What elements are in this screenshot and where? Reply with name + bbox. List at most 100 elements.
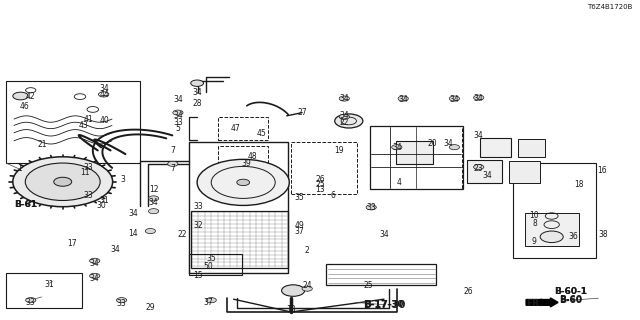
- Text: 25: 25: [315, 180, 325, 189]
- Text: 34: 34: [474, 94, 484, 103]
- Text: 7: 7: [170, 164, 175, 172]
- Bar: [467, 160, 502, 183]
- Text: B-60-1: B-60-1: [554, 287, 588, 296]
- Circle shape: [54, 177, 72, 186]
- Text: 9: 9: [532, 237, 537, 246]
- Text: FR.: FR.: [526, 299, 543, 308]
- Circle shape: [148, 196, 159, 201]
- Text: 5: 5: [175, 124, 180, 132]
- Circle shape: [339, 96, 349, 101]
- Text: 26: 26: [463, 287, 474, 296]
- Text: 37: 37: [294, 227, 305, 236]
- Text: 34: 34: [379, 230, 389, 239]
- Text: 18: 18: [575, 180, 584, 188]
- Text: 34: 34: [339, 111, 349, 120]
- Bar: [6, 81, 140, 163]
- Circle shape: [282, 285, 305, 296]
- Text: 34: 34: [110, 245, 120, 254]
- Text: 12: 12: [149, 185, 158, 194]
- Bar: [509, 161, 540, 183]
- Text: 30: 30: [96, 201, 106, 210]
- Circle shape: [335, 114, 363, 128]
- Circle shape: [339, 114, 349, 119]
- Text: B-60: B-60: [559, 296, 582, 305]
- Text: 34: 34: [392, 143, 402, 152]
- Text: 13: 13: [286, 305, 296, 314]
- Circle shape: [145, 228, 156, 234]
- Text: 34: 34: [192, 88, 202, 97]
- Text: 34: 34: [90, 260, 100, 268]
- Text: 14: 14: [128, 229, 138, 238]
- Text: 37: 37: [204, 298, 214, 307]
- Circle shape: [206, 298, 216, 303]
- Circle shape: [191, 80, 204, 86]
- Bar: [218, 146, 268, 170]
- Circle shape: [90, 258, 100, 263]
- Text: 8: 8: [532, 219, 537, 228]
- Bar: [513, 163, 596, 258]
- Text: 34: 34: [99, 84, 109, 93]
- Text: 46: 46: [19, 102, 29, 111]
- Text: 45: 45: [256, 129, 266, 138]
- Text: 22: 22: [340, 118, 349, 127]
- Text: 33: 33: [116, 299, 127, 308]
- Circle shape: [13, 92, 28, 100]
- Circle shape: [474, 164, 484, 170]
- Bar: [370, 126, 462, 189]
- Text: 3: 3: [120, 175, 125, 184]
- Text: 19: 19: [334, 146, 344, 155]
- Text: 27: 27: [297, 108, 307, 117]
- Text: 33: 33: [26, 298, 36, 307]
- Text: 21: 21: [38, 140, 47, 149]
- Text: 7: 7: [170, 146, 175, 155]
- Text: 33: 33: [366, 203, 376, 212]
- Circle shape: [173, 110, 183, 115]
- Circle shape: [13, 157, 113, 207]
- Bar: [518, 139, 545, 157]
- Bar: [189, 254, 242, 275]
- Text: B-17-30: B-17-30: [363, 300, 405, 310]
- Circle shape: [449, 145, 460, 150]
- Text: 42: 42: [26, 92, 36, 101]
- Text: 22: 22: [178, 230, 187, 239]
- Text: FR.: FR.: [526, 299, 543, 308]
- Text: 20: 20: [427, 139, 437, 148]
- Text: 13: 13: [315, 185, 325, 194]
- Circle shape: [540, 231, 563, 243]
- Text: 34: 34: [173, 95, 183, 104]
- Text: 1: 1: [17, 164, 22, 173]
- Bar: [370, 126, 463, 189]
- Text: 16: 16: [596, 166, 607, 175]
- Text: 34: 34: [128, 209, 138, 218]
- Text: 10: 10: [529, 211, 540, 220]
- Text: 34: 34: [398, 95, 408, 104]
- Text: 35: 35: [206, 254, 216, 263]
- Text: 33: 33: [83, 163, 93, 172]
- Text: 31: 31: [44, 280, 54, 289]
- Text: 33: 33: [173, 118, 183, 127]
- Text: 48: 48: [248, 152, 258, 161]
- Circle shape: [197, 159, 289, 205]
- Circle shape: [26, 298, 36, 303]
- Text: 43: 43: [78, 121, 88, 130]
- Text: 34: 34: [173, 111, 183, 120]
- Text: B-61: B-61: [14, 200, 37, 209]
- Text: 36: 36: [568, 232, 578, 241]
- Circle shape: [148, 209, 159, 214]
- Circle shape: [398, 96, 408, 101]
- Text: 40: 40: [99, 116, 109, 124]
- Bar: [525, 213, 579, 246]
- Text: 4: 4: [397, 178, 402, 187]
- Bar: [6, 273, 82, 308]
- FancyArrow shape: [526, 298, 558, 307]
- Text: 34: 34: [90, 274, 100, 283]
- Bar: [480, 138, 511, 157]
- Text: T6Z4B1720B: T6Z4B1720B: [587, 4, 632, 10]
- Text: B-61: B-61: [14, 200, 37, 209]
- Text: 49: 49: [294, 221, 305, 230]
- Circle shape: [26, 163, 100, 200]
- Text: 17: 17: [67, 239, 77, 248]
- Bar: [218, 117, 268, 140]
- Circle shape: [237, 179, 250, 186]
- Text: 23: 23: [474, 164, 484, 173]
